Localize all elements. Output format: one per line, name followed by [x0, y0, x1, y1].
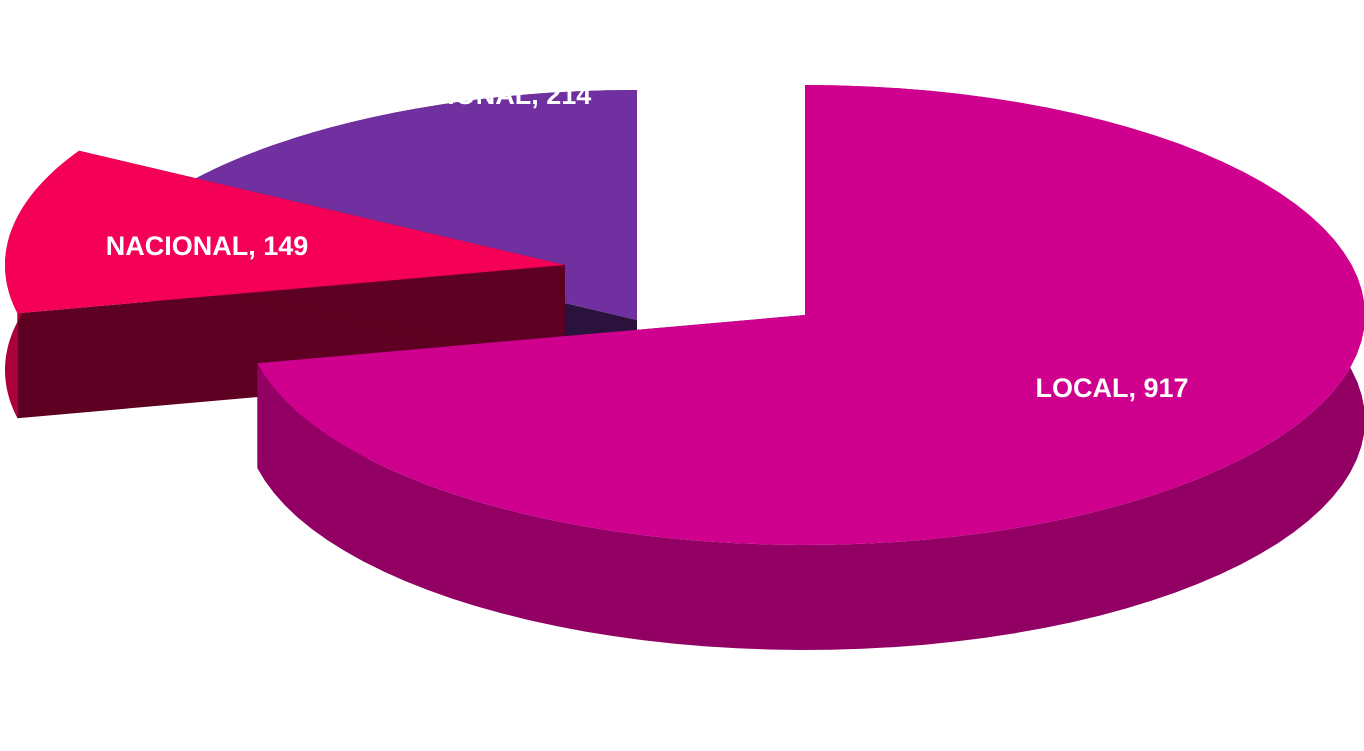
- data-label: REGIONAL, 214: [389, 80, 592, 110]
- slice: [5, 150, 565, 314]
- slice: [257, 85, 1364, 545]
- data-label: LOCAL, 917: [1035, 373, 1188, 403]
- data-label: NACIONAL, 149: [106, 231, 309, 261]
